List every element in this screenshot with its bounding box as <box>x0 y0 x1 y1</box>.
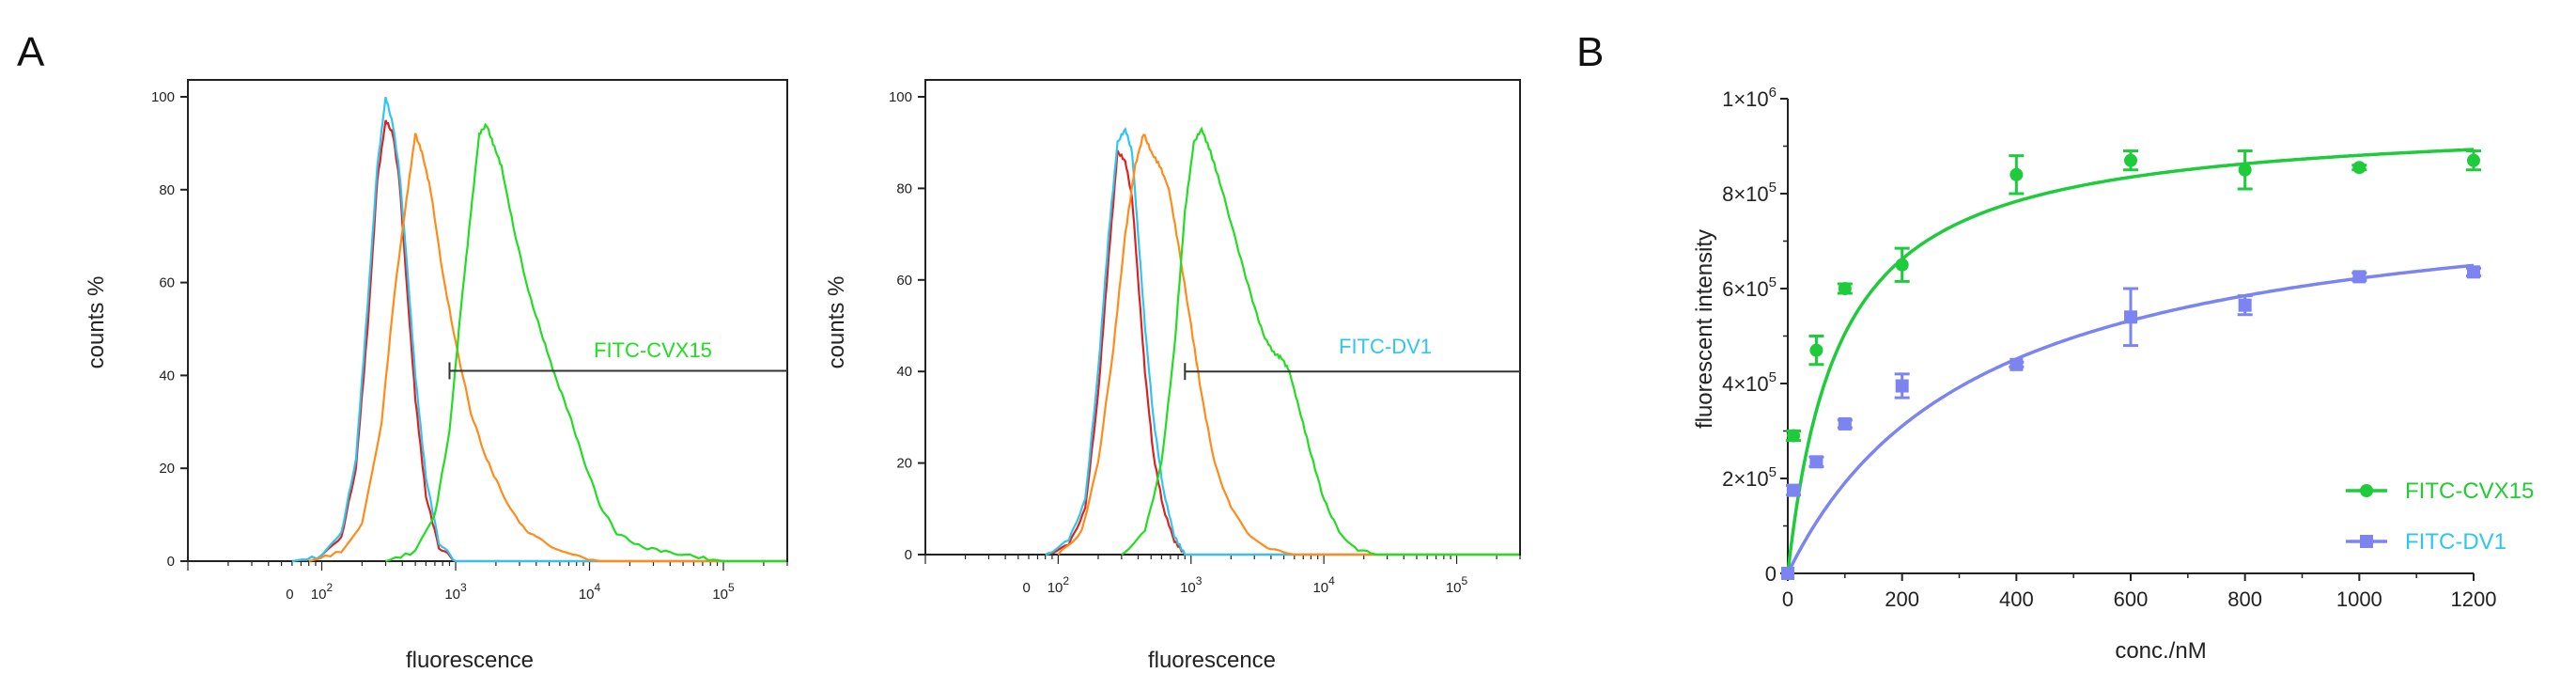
h1-gate-label: FITC-CVX15 <box>594 338 712 362</box>
x-tick-label: 200 <box>1885 587 1919 611</box>
x-tick-label: 1200 <box>2451 587 2497 611</box>
histogram-dv1: counts % fluorescence FITC-DV1 0 20 40 60 80… <box>824 79 1521 673</box>
h2-xlabel: fluorescence <box>1148 648 1276 673</box>
b-ylabel: fluorescent intensity <box>1692 229 1717 429</box>
y-tick-label: 20 <box>159 461 175 477</box>
histogram-line-green <box>385 122 786 563</box>
x-tick-label: 0 <box>1782 587 1793 611</box>
data-point-dv1 <box>1781 567 1794 580</box>
data-point-cvx15 <box>1838 282 1852 295</box>
histogram-line-blue <box>1045 126 1519 556</box>
data-point-cvx15 <box>2467 153 2480 167</box>
x-tick-label: 800 <box>2227 587 2262 611</box>
h1-xlabel: fluorescence <box>406 648 534 673</box>
data-point-cvx15 <box>1787 429 1801 443</box>
histogram-line-orange <box>1057 133 1519 556</box>
legend-label-cvx15: FITC-CVX15 <box>2405 478 2534 504</box>
y-tick-label: 80 <box>896 180 912 196</box>
histogram-cvx15: counts % fluorescence FITC-CVX15 0 20 40 60… <box>84 79 788 673</box>
y-tick-label: 0 <box>167 554 175 570</box>
data-point-dv1 <box>1787 483 1801 497</box>
y-tick-label: 1×106 <box>1722 85 1777 111</box>
histogram-line-red <box>291 119 786 563</box>
h2-gate-label: FITC-DV1 <box>1339 335 1432 358</box>
y-tick-label: 20 <box>896 456 912 472</box>
y-tick-label: 80 <box>159 182 175 198</box>
y-tick-label: 0 <box>905 547 912 563</box>
plot-frame <box>187 79 788 562</box>
y-tick-label: 60 <box>159 275 175 291</box>
x-tick-label: 102 <box>311 581 334 603</box>
histogram-line-green <box>1121 126 1519 556</box>
x-tick-label: 1000 <box>2336 587 2382 611</box>
data-point-dv1 <box>1838 416 1852 431</box>
legend-marker-cvx15 <box>2360 484 2373 497</box>
data-point-cvx15 <box>1809 343 1823 357</box>
y-tick-label: 8×105 <box>1722 180 1777 206</box>
x-tick-label: 104 <box>1312 574 1335 596</box>
x-tick-label: 0 <box>1022 580 1030 596</box>
x-tick-label: 103 <box>444 581 467 603</box>
data-point-dv1 <box>2124 310 2137 324</box>
x-tick-label: 103 <box>1180 574 1203 596</box>
histogram-line-orange <box>308 133 786 563</box>
legend-marker-dv1 <box>2360 535 2373 548</box>
data-point-dv1 <box>1895 379 1909 393</box>
x-tick-label: 400 <box>1999 587 2034 611</box>
plot-frame <box>924 79 1521 556</box>
y-tick-label: 2×105 <box>1722 464 1777 491</box>
data-point-cvx15 <box>2352 161 2367 175</box>
panel-label-a: A <box>17 29 45 75</box>
data-point-dv1 <box>2467 265 2480 279</box>
y-tick-label: 0 <box>1765 562 1777 586</box>
y-tick-label: 40 <box>159 368 175 384</box>
y-tick-label: 100 <box>151 89 175 105</box>
data-point-dv1 <box>1809 455 1823 469</box>
legend-label-dv1: FITC-DV1 <box>2405 529 2506 555</box>
x-tick-label: 0 <box>286 587 293 603</box>
y-tick-label: 4×105 <box>1722 369 1777 396</box>
h2-ylabel: counts % <box>824 276 849 369</box>
x-tick-label: 105 <box>1446 574 1468 596</box>
panel-label-b: B <box>1576 29 1604 75</box>
data-point-dv1 <box>2352 270 2367 284</box>
data-point-dv1 <box>2010 357 2024 371</box>
y-tick-label: 6×105 <box>1722 274 1777 301</box>
x-tick-label: 104 <box>579 581 601 603</box>
y-tick-label: 100 <box>889 89 912 105</box>
histogram-line-red <box>1045 149 1519 556</box>
x-tick-label: 600 <box>2114 587 2149 611</box>
data-point-cvx15 <box>1895 258 1909 272</box>
histogram-line-blue <box>291 96 786 563</box>
data-point-cvx15 <box>2238 163 2252 177</box>
y-tick-label: 40 <box>896 364 912 380</box>
fit-curve-0 <box>1786 148 2475 574</box>
data-point-cvx15 <box>2124 153 2137 167</box>
y-tick-label: 60 <box>896 273 912 289</box>
x-tick-label: 102 <box>1047 574 1070 596</box>
data-point-cvx15 <box>2010 167 2024 181</box>
h1-ylabel: counts % <box>84 276 109 369</box>
x-tick-label: 105 <box>712 581 735 603</box>
b-xlabel: conc./nM <box>2115 638 2206 664</box>
binding-curve-chart: fluorescent intensity conc./nM FITC-CVX1… <box>1692 85 2534 664</box>
data-point-dv1 <box>2238 298 2252 312</box>
